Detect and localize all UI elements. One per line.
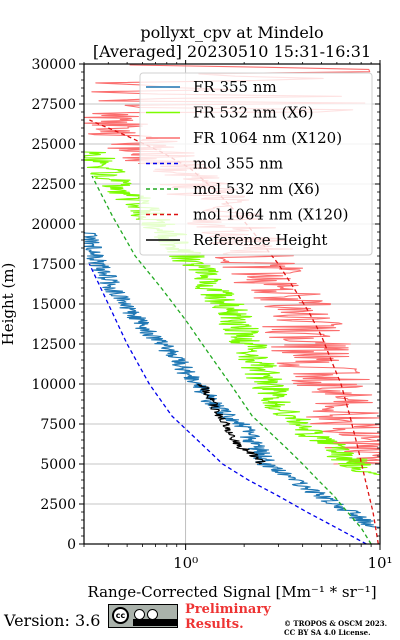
legend-label: mol 1064 nm (X120) [193,206,348,224]
license-text: © TROPOS & OSCM 2023. CC BY SA 4.0 Licen… [284,619,387,637]
y-tick-label: 15000 [31,297,76,313]
y-tick-label: 17500 [31,257,76,273]
legend-box [139,72,373,256]
axes [79,60,381,550]
y-tick-label: 7500 [40,417,76,433]
legend-label: FR 532 nm (X6) [193,104,313,122]
y-tick-label: 2500 [40,497,76,513]
cc-by-sa-badge: cc [108,604,178,628]
tick-labels: 0 2500 5000 7500 10000 12500 15000 17500 20000 22… [31,57,392,572]
legend-label: mol 355 nm [193,155,283,173]
x-axis-label: Range-Corrected Signal [Mm⁻¹ * sr⁻¹] [87,583,376,601]
y-tick-label: 10000 [31,377,76,393]
chart-subtitle: [Averaged] 20230510 15:31-16:31 [93,42,371,61]
series-line [91,175,372,545]
y-tick-label: 30000 [31,57,76,73]
version-label: Version: 3.6 [4,611,101,630]
y-axis-label: Height (m) [0,263,17,346]
y-tick-label: 22500 [31,177,76,193]
x-tick-label: 10⁰ [173,554,198,572]
x-tick-label: 10¹ [367,554,392,572]
y-tick-label: 5000 [40,457,76,473]
series-line [83,151,381,476]
legend: FR 355 nm FR 532 nm (X6) FR 1064 nm (X120)… [139,72,373,256]
y-tick-label: 0 [67,537,76,553]
series-line [83,231,381,528]
chart-title: pollyxt_cpv at Mindelo [140,23,323,42]
license-line: CC BY SA 4.0 License. [284,628,371,637]
legend-label: Reference Height [193,231,327,249]
preliminary-line-1: Preliminary [185,602,271,617]
legend-label: FR 355 nm [193,78,277,96]
by-sa-icons [134,607,176,620]
y-tick-label: 25000 [31,137,76,153]
y-tick-label: 20000 [31,217,76,233]
legend-label: mol 532 nm (X6) [193,180,320,198]
preliminary-line-2: Results. [185,617,244,632]
badge-strip [133,619,177,626]
copyright-line: © TROPOS & OSCM 2023. [284,619,388,628]
series-line [197,383,266,465]
legend-label: FR 1064 nm (X120) [193,129,342,147]
y-tick-label: 12500 [31,337,76,353]
cc-icon: cc [112,607,129,624]
y-tick-label: 27500 [31,97,76,113]
preliminary-results: Preliminary Results. [185,602,271,632]
